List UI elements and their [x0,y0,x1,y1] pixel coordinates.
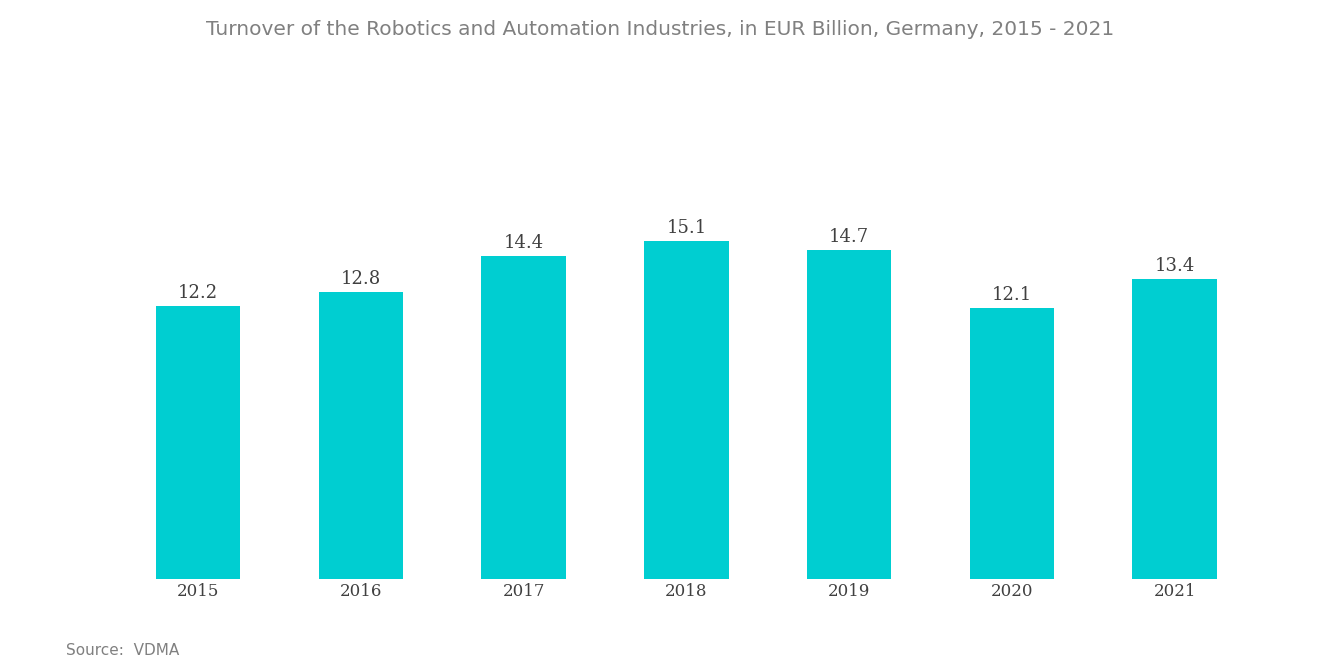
Text: 12.1: 12.1 [991,286,1032,304]
Bar [644,241,729,579]
Text: 14.4: 14.4 [504,235,544,253]
Text: 14.7: 14.7 [829,227,869,245]
Bar [156,306,240,579]
Bar [482,257,566,579]
Bar [970,308,1055,579]
Text: 12.2: 12.2 [178,284,218,302]
Text: 15.1: 15.1 [667,219,706,237]
Bar [807,250,891,579]
Bar [1133,279,1217,579]
Text: 13.4: 13.4 [1155,257,1195,275]
Bar [318,292,403,579]
Text: Turnover of the Robotics and Automation Industries, in EUR Billion, Germany, 201: Turnover of the Robotics and Automation … [206,20,1114,39]
Text: Source:  VDMA: Source: VDMA [66,643,180,658]
Text: 12.8: 12.8 [341,270,381,288]
